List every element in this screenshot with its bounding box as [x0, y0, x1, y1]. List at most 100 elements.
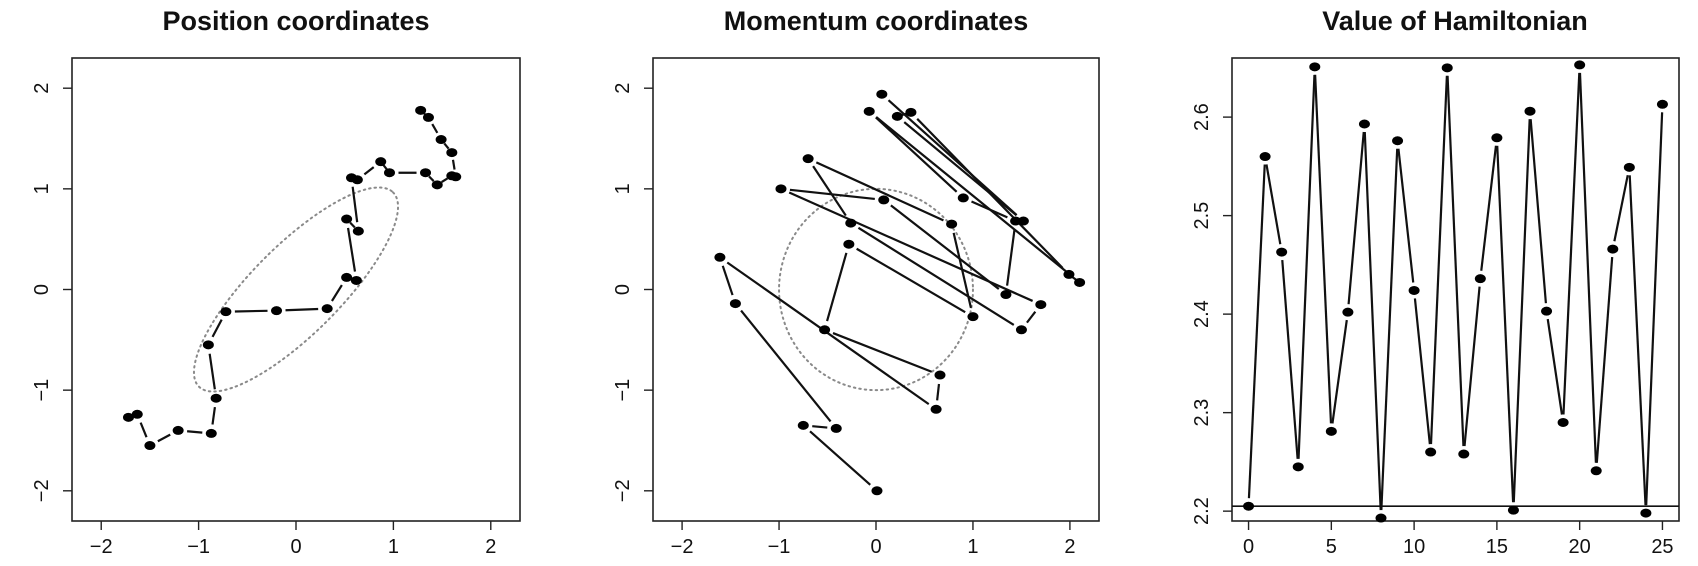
hamiltonian-ytick-label: 2.3 — [1191, 399, 1213, 427]
position-point — [321, 304, 333, 314]
hamiltonian-line-segment — [1331, 319, 1348, 424]
hamiltonian-point — [1243, 501, 1255, 511]
hamiltonian-point — [1590, 466, 1602, 476]
hamiltonian-point — [1309, 62, 1321, 72]
hamiltonian-line-segment — [1546, 318, 1564, 415]
position-point — [341, 272, 353, 282]
position-trajectory-segment — [382, 164, 388, 171]
momentum-point — [843, 239, 855, 249]
momentum-trajectory-segment — [812, 425, 828, 429]
momentum-ytick-label: −2 — [612, 479, 634, 502]
hamiltonian-point — [1607, 244, 1619, 254]
hamiltonian-ytick-label: 2.6 — [1191, 103, 1213, 131]
position-trajectory-segment — [187, 430, 203, 434]
hamiltonian-line-segment — [1463, 286, 1481, 447]
momentum-point — [1015, 325, 1027, 335]
momentum-title: Momentum coordinates — [724, 6, 1029, 36]
hamiltonian-point — [1656, 99, 1668, 109]
position-point — [144, 441, 156, 451]
momentum-point — [967, 312, 979, 322]
momentum-point — [934, 370, 946, 380]
hamiltonian-xtick-label: 10 — [1403, 536, 1425, 558]
momentum-trajectory-segment — [1006, 229, 1016, 286]
hamiltonian-point — [1557, 417, 1569, 427]
position-trajectory-segment — [363, 166, 375, 176]
momentum-xtick-label: 0 — [870, 536, 881, 558]
position-xtick-label: −1 — [187, 536, 210, 558]
position-trajectory-segment — [208, 353, 216, 390]
momentum-point — [871, 486, 883, 496]
hamiltonian-line-segment — [1578, 72, 1597, 463]
position-trajectory-segment — [234, 309, 268, 313]
hamiltonian-line-segment — [1628, 175, 1647, 506]
momentum-point — [775, 184, 787, 194]
position-point — [210, 393, 222, 403]
hamiltonian-xtick-label: 15 — [1486, 536, 1508, 558]
momentum-trajectory-segment — [809, 430, 871, 486]
position-ytick-label: 1 — [31, 183, 53, 194]
position-point — [122, 412, 134, 422]
position-xtick-label: 2 — [485, 536, 496, 558]
momentum-ytick-label: 0 — [612, 284, 634, 295]
hamiltonian-point — [1541, 306, 1553, 316]
momentum-point — [1063, 269, 1075, 279]
momentum-trajectory-segment — [936, 383, 941, 401]
momentum-xtick-label: −2 — [671, 536, 694, 558]
momentum-trajectory-segment — [826, 252, 848, 322]
hamiltonian-xtick-label: 25 — [1651, 536, 1673, 558]
momentum-trajectory-segment — [856, 247, 966, 314]
hamiltonian-line-segment — [1314, 74, 1333, 424]
momentum-point — [819, 325, 831, 335]
position-trajectory-segment — [428, 175, 435, 182]
momentum-trajectory-segment — [887, 99, 1018, 216]
momentum-coordinates-panel: Momentum coordinates −2 −1 0 1 2 −2 −1 0 1 2 — [612, 6, 1100, 558]
hamiltonian-line-segment — [1413, 298, 1431, 445]
hamiltonian-point — [1574, 60, 1586, 70]
hamiltonian-line-segment — [1595, 257, 1614, 463]
position-point — [351, 175, 363, 185]
hamiltonian-line-segment — [1562, 72, 1581, 415]
hamiltonian-point — [1491, 133, 1503, 143]
momentum-trajectory-segment — [857, 226, 1015, 326]
position-xtick-label: 1 — [388, 536, 399, 558]
hamiltonian-point — [1441, 63, 1453, 73]
hamiltonian-point — [1474, 274, 1486, 284]
hamiltonian-line-segment — [1247, 164, 1266, 499]
position-point — [422, 112, 434, 122]
hamiltonian-xtick-label: 20 — [1569, 536, 1591, 558]
position-plot-frame — [71, 57, 521, 522]
momentum-point — [797, 420, 809, 430]
hamiltonian-point — [1325, 426, 1337, 436]
position-point — [446, 148, 458, 158]
hamiltonian-point — [1408, 285, 1420, 295]
hamiltonian-line-segment — [1512, 119, 1531, 503]
momentum-xtick-label: −1 — [768, 536, 791, 558]
momentum-trajectory-segment — [903, 121, 1018, 217]
momentum-point — [845, 218, 857, 228]
hamiltonian-point — [1375, 513, 1387, 523]
position-trajectory-segment — [139, 422, 148, 438]
position-trajectory-segment — [431, 123, 439, 134]
momentum-point — [1074, 277, 1086, 287]
momentum-point — [714, 252, 726, 262]
hamiltonian-line-segment — [1429, 75, 1448, 445]
momentum-xtick-label: 2 — [1064, 536, 1075, 558]
position-point — [352, 226, 364, 236]
hamiltonian-line-segment — [1347, 131, 1365, 305]
momentum-trajectory-segment — [721, 265, 734, 296]
momentum-ytick-label: −1 — [612, 379, 634, 402]
momentum-trajectory-segment — [890, 204, 1000, 290]
hamiltonian-point — [1458, 449, 1470, 459]
hamiltonian-ytick-label: 2.5 — [1191, 202, 1213, 230]
position-point — [341, 214, 353, 224]
position-trajectory-segment — [211, 319, 223, 338]
hamiltonian-point — [1292, 462, 1304, 472]
position-trajectory-segment — [441, 177, 449, 184]
hamiltonian-line-segment — [1397, 148, 1415, 283]
position-point — [375, 157, 387, 167]
momentum-trajectory-segment — [740, 309, 832, 423]
position-ytick-label: 2 — [31, 83, 53, 94]
momentum-trajectory-segment — [812, 165, 847, 217]
hamiltonian-line-segment — [1529, 119, 1547, 304]
momentum-point — [878, 195, 890, 205]
